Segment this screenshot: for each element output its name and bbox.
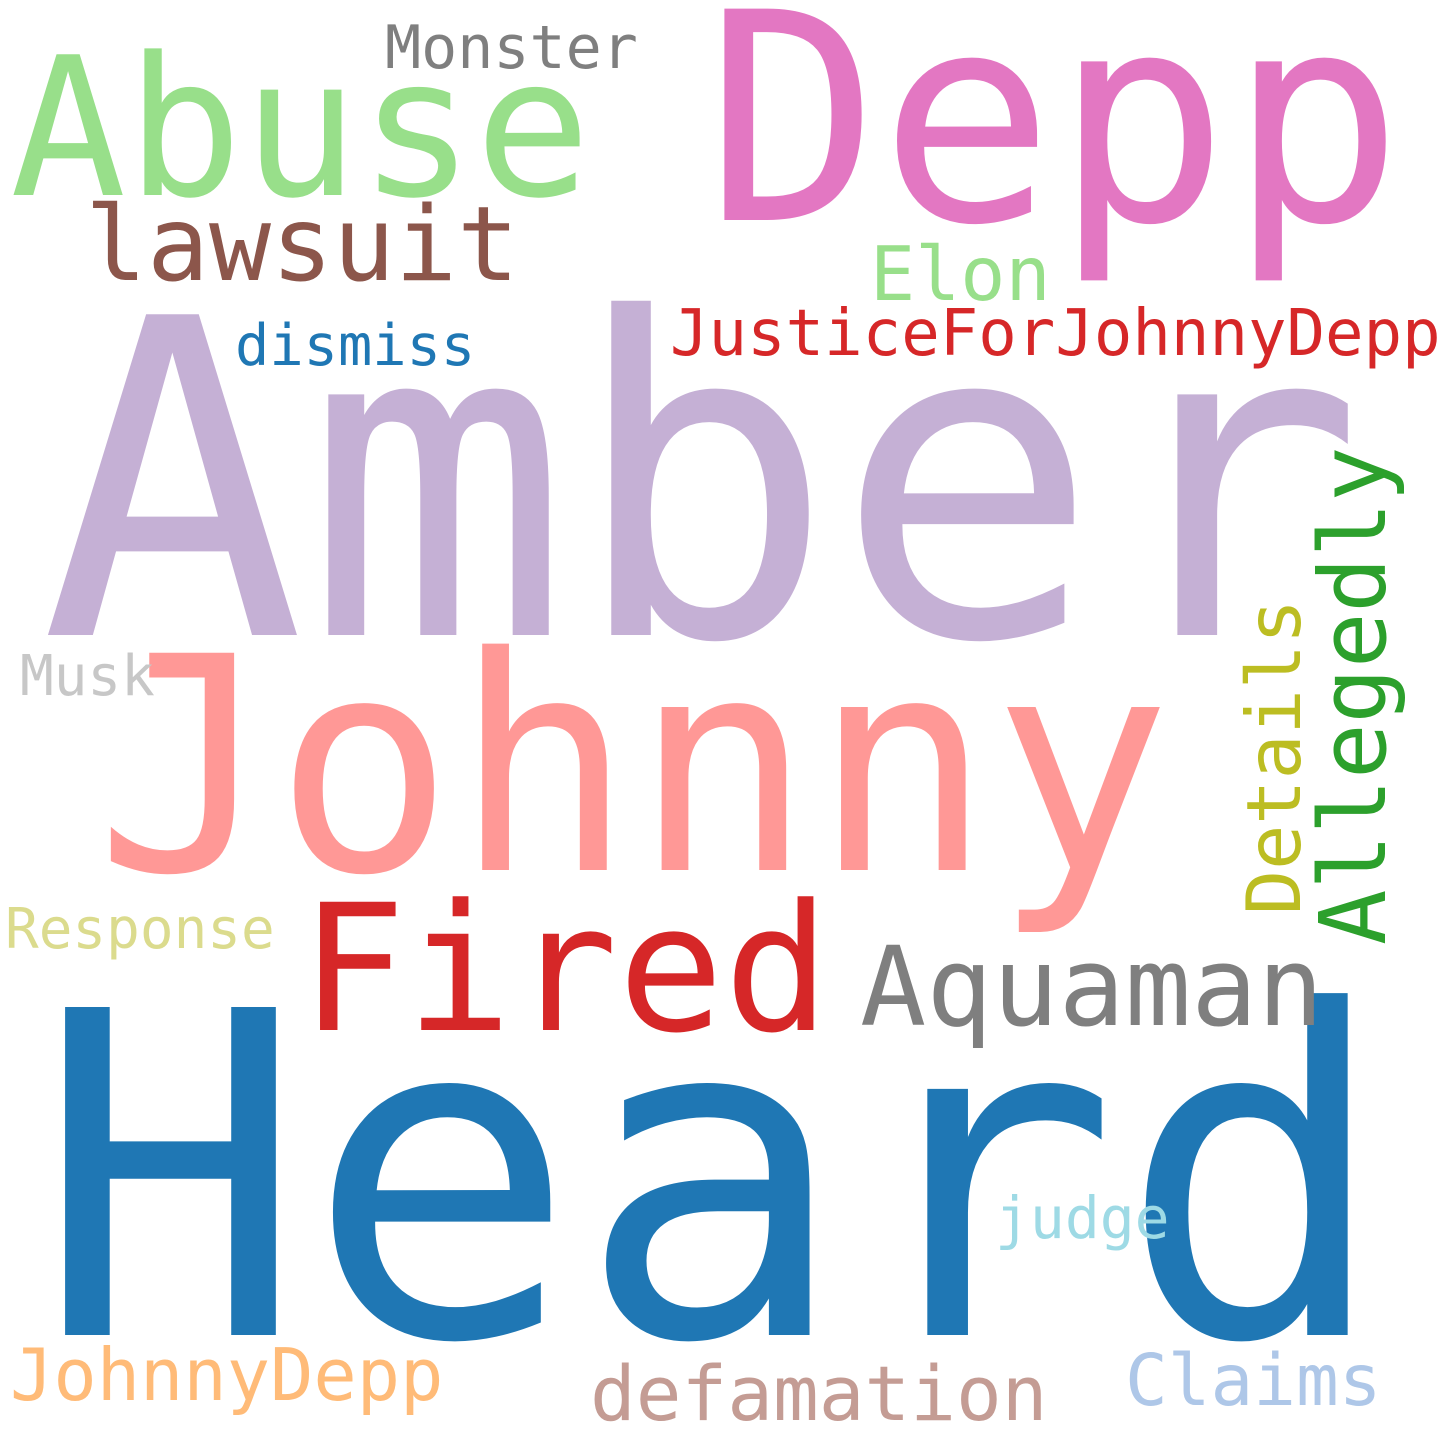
word: judge [995, 1184, 1170, 1252]
word: Fired [300, 867, 830, 1072]
word: Details [1230, 599, 1318, 915]
word: Response [5, 897, 275, 962]
word: Monster [385, 13, 638, 83]
word: lawsuit [85, 185, 519, 305]
word: Claims [1125, 1339, 1381, 1422]
word: JusticeForJohnnyDepp [670, 297, 1440, 371]
word: Abuse [10, 16, 591, 241]
word: defamation [590, 1349, 1048, 1438]
word: Aquaman [860, 923, 1324, 1051]
word: Elon [870, 230, 1051, 318]
word: Musk [20, 644, 155, 709]
word: Allegedly [1300, 447, 1407, 946]
word: Heard [35, 918, 1390, 1440]
word: Depp [705, 0, 1403, 289]
word: JohnnyDepp [10, 1333, 443, 1417]
word: dismiss [235, 313, 475, 379]
word: Johnny [95, 594, 1171, 941]
word: Amber [40, 227, 1365, 739]
